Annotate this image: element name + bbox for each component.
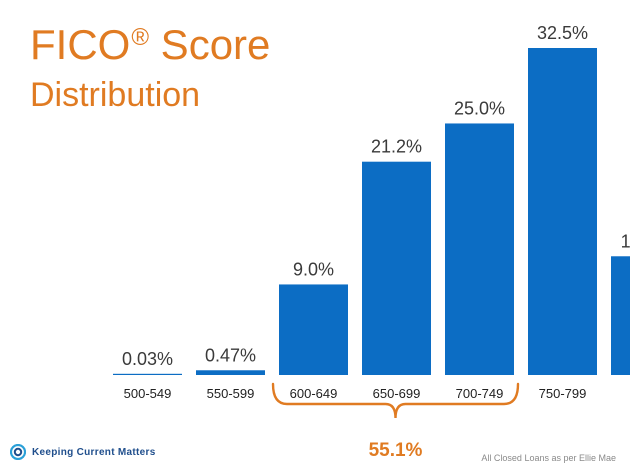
bar-600-649 (279, 284, 348, 375)
title-line-1: FICO® Score (30, 24, 270, 66)
source-note: All Closed Loans as per Ellie Mae (481, 453, 616, 463)
category-label-500-549: 500-549 (124, 386, 172, 401)
data-label-650-699: 21.2% (371, 137, 422, 157)
category-label-750-799: 750-799 (539, 386, 587, 401)
data-label-600-649: 9.0% (293, 259, 334, 279)
chart-title: FICO® Score Distribution (30, 24, 270, 114)
range-brace (271, 382, 520, 419)
swirl-logo-icon (10, 444, 26, 460)
brand-logo: Keeping Current Matters (10, 444, 156, 460)
category-label-650-699: 650-699 (373, 386, 421, 401)
bar-550-599 (196, 370, 265, 375)
data-label-750-799: 32.5% (537, 23, 588, 43)
bar-500-549 (113, 373, 182, 375)
data-label-800+: 11.8% (621, 231, 630, 251)
brand-logo-text: Keeping Current Matters (32, 446, 156, 458)
category-label-600-649: 600-649 (290, 386, 338, 401)
range-total-label: 55.1% (369, 440, 423, 461)
bar-800+ (611, 256, 630, 375)
registered-mark: ® (131, 24, 150, 51)
data-label-700-749: 25.0% (454, 98, 505, 118)
bar-700-749 (445, 123, 514, 375)
data-label-500-549: 0.03% (122, 349, 173, 369)
title-suffix: Score (149, 21, 271, 68)
data-label-550-599: 0.47% (205, 345, 256, 365)
category-label-700-749: 700-749 (456, 386, 504, 401)
title-subtitle: Distribution (30, 76, 201, 114)
title-main: FICO (30, 21, 131, 68)
bar-750-799 (528, 48, 597, 375)
category-label-550-599: 550-599 (207, 386, 255, 401)
bar-650-699 (362, 161, 431, 375)
